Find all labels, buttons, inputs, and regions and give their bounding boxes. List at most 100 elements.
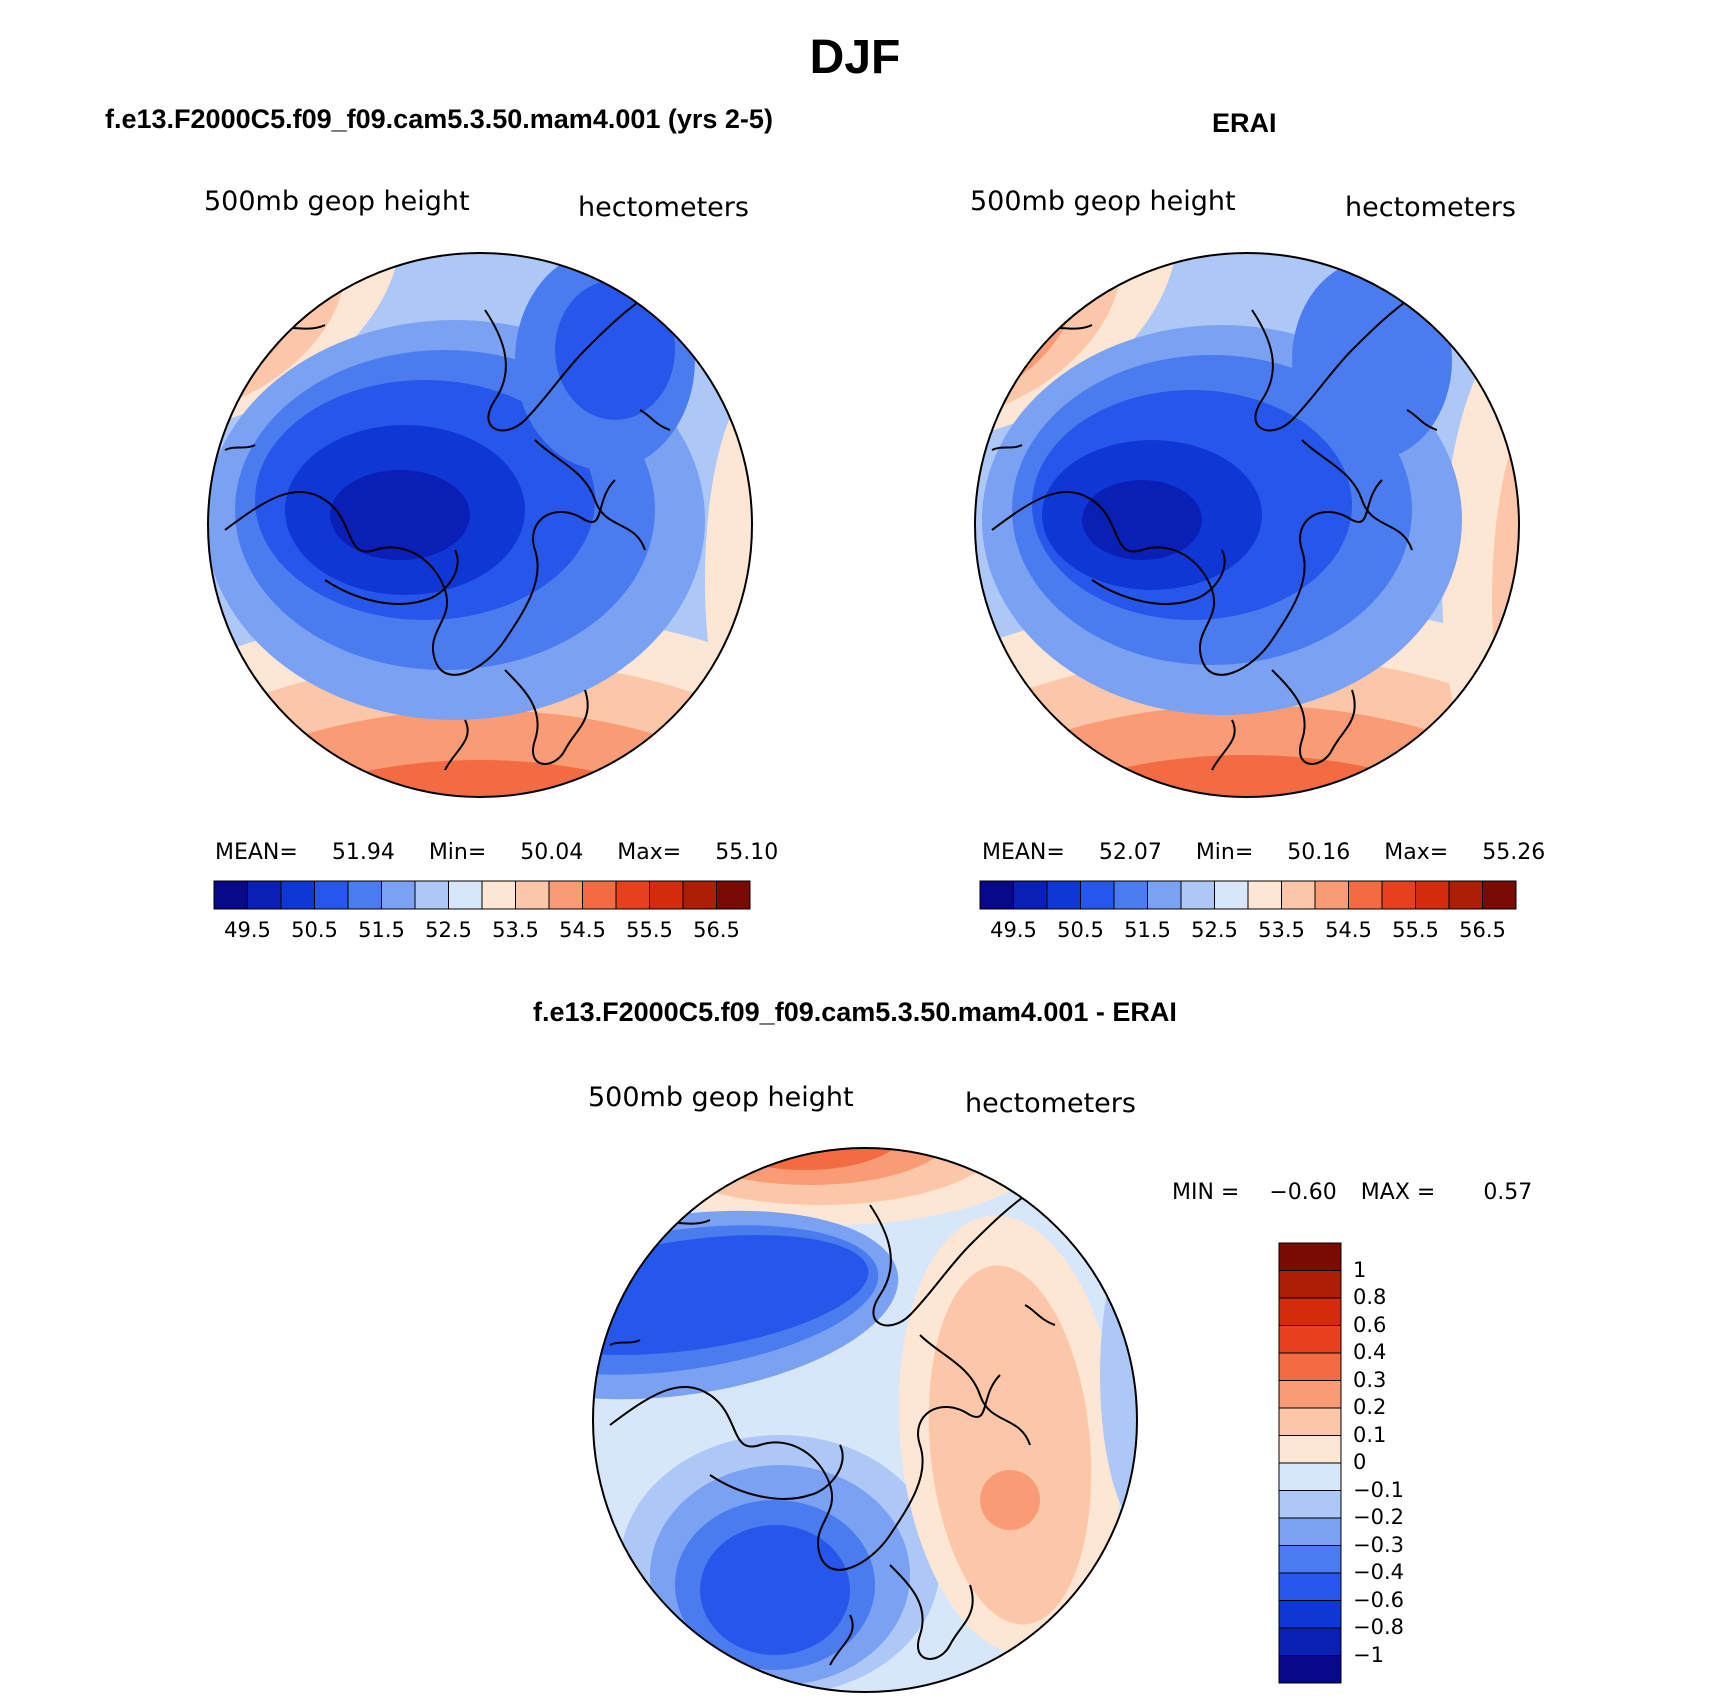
- panel-3-colorbar-tick-label: −1: [1353, 1642, 1384, 1667]
- panel-2-colorbar-swatch: [1482, 880, 1517, 910]
- panel-3-colorbar-tick-label: 0.6: [1353, 1312, 1387, 1337]
- panel-2-colorbar-tick-label: 52.5: [1191, 918, 1238, 942]
- panel-2-colorbar-swatch: [1147, 880, 1182, 910]
- panel-1-colorbar-tick-label: 49.5: [224, 918, 271, 942]
- panel-1-max-value: 55.10: [715, 840, 779, 865]
- panel-3-colorbar-swatch: [1278, 1545, 1342, 1574]
- panel-3-colorbar-swatch: [1278, 1297, 1342, 1326]
- panel-3-colorbar-tick-label: 0.2: [1353, 1395, 1387, 1419]
- panel-1-mean-label: MEAN=: [215, 840, 298, 865]
- panel-1-colorbar-tick-label: 55.5: [626, 918, 673, 942]
- panel-3-colorbar-tick-label: −0.8: [1353, 1615, 1404, 1639]
- panel-2-colorbar-swatch: [1348, 880, 1383, 910]
- panel-1-title: f.e13.F2000C5.f09_f09.cam5.3.50.mam4.001…: [105, 104, 773, 134]
- panel-2-variable-label: 500mb geop height: [970, 186, 1236, 217]
- panel-3-colorbar-swatch: [1278, 1600, 1342, 1629]
- panel-1-variable-label: 500mb geop height: [204, 186, 470, 217]
- panel-3-variable-label: 500mb geop height: [588, 1082, 854, 1113]
- panel-3-colorbar-swatch: [1278, 1380, 1342, 1409]
- panel-1-colorbar-tick-label: 53.5: [492, 918, 539, 942]
- panel-3-colorbar-swatch: [1278, 1325, 1342, 1354]
- panel-1-min-label: Min=: [428, 840, 487, 865]
- panel-1-colorbar-tick-label: 56.5: [693, 918, 740, 942]
- panel-3-colorbar-swatch: [1278, 1490, 1342, 1519]
- panel-3-min-value: −0.60: [1269, 1180, 1337, 1205]
- panel-3-colorbar-tick-label: −0.2: [1353, 1505, 1404, 1529]
- panel-1-colorbar-swatch: [716, 880, 751, 910]
- panel-2-mean-value: 52.07: [1098, 840, 1162, 865]
- panel-3-colorbar-tick-label: 0.4: [1353, 1340, 1387, 1364]
- panel-2-colorbar-tick-label: 51.5: [1124, 918, 1171, 942]
- panel-3-min-label: MIN =: [1172, 1180, 1240, 1205]
- panel-1-mean-value: 51.94: [331, 840, 395, 865]
- panel-2-colorbar-swatch: [1046, 880, 1081, 910]
- panel-2-colorbar-swatch: [1113, 880, 1148, 910]
- panel-2-colorbar-swatch: [1080, 880, 1115, 910]
- panel-1-colorbar-swatch: [414, 880, 449, 910]
- panel-1-colorbar: [213, 880, 751, 910]
- panel-2-colorbar-swatch: [1415, 880, 1450, 910]
- panel-2-colorbar-tick-label: 49.5: [990, 918, 1037, 942]
- panel-3-colorbar-tick-label: 0.1: [1353, 1422, 1387, 1447]
- panel-2-colorbar-swatch: [1314, 880, 1349, 910]
- panel-3-colorbar: [1278, 1242, 1342, 1684]
- panel-2-min-value: 50.16: [1287, 840, 1351, 865]
- panel-1-colorbar-swatch: [213, 880, 248, 910]
- panel-3-colorbar-swatch: [1278, 1655, 1342, 1684]
- panel-1-colorbar-swatch: [615, 880, 650, 910]
- panel-3-colorbar-swatch: [1278, 1462, 1342, 1491]
- panel-3-colorbar-ticks: 1 0.8 0.6 0.4 0.3 0.2 0.1 0 −0.1 −0.2 −0.3 −0.4 −0.6…: [1353, 1243, 1433, 1683]
- panel-3-colorbar-swatch: [1278, 1517, 1342, 1546]
- panel-3-colorbar-tick-label: 0: [1353, 1450, 1367, 1474]
- panel-3-colorbar-tick-label: 0.3: [1353, 1367, 1387, 1392]
- panel-2-colorbar-ticks: 49.5 50.5 51.5 52.5 53.5 54.5 55.5 56.5: [980, 918, 1516, 948]
- panel-2-colorbar-swatch: [979, 880, 1014, 910]
- panel-3-colorbar-swatch: [1278, 1270, 1342, 1299]
- panel-2-max-label: Max=: [1384, 840, 1449, 865]
- panel-2-colorbar-swatch: [1214, 880, 1249, 910]
- panel-1-colorbar-swatch: [649, 880, 684, 910]
- panel-1-colorbar-swatch: [548, 880, 583, 910]
- panel-1-polar-map: [207, 252, 753, 798]
- panel-3-colorbar-tick-label: −0.1: [1353, 1477, 1404, 1502]
- panel-1-colorbar-tick-label: 52.5: [425, 918, 472, 942]
- panel-3-stats: MIN = −0.60 MAX = 0.57: [1172, 1180, 1532, 1205]
- panel-3-colorbar-swatch: [1278, 1627, 1342, 1656]
- panel-1-colorbar-swatch: [314, 880, 349, 910]
- panel-3-polar-map: [592, 1147, 1138, 1693]
- panel-1-colorbar-tick-label: 50.5: [291, 918, 338, 942]
- panel-2-title: ERAI: [1212, 108, 1277, 138]
- panel-1-colorbar-ticks: 49.5 50.5 51.5 52.5 53.5 54.5 55.5 56.5: [214, 918, 750, 948]
- panel-2-mean-label: MEAN=: [982, 840, 1065, 865]
- panel-2-colorbar-swatch: [1180, 880, 1215, 910]
- panel-2-colorbar-tick-label: 55.5: [1392, 918, 1439, 942]
- panel-2-colorbar-swatch: [1448, 880, 1483, 910]
- panel-2-colorbar: [979, 880, 1517, 910]
- panel-1-colorbar-swatch: [381, 880, 416, 910]
- panel-1-colorbar-tick-label: 51.5: [358, 918, 405, 942]
- panel-3-colorbar-swatch: [1278, 1572, 1342, 1601]
- panel-2-polar-map: [974, 252, 1520, 798]
- panel-1-colorbar-swatch: [682, 880, 717, 910]
- panel-3-colorbar-swatch: [1278, 1352, 1342, 1381]
- panel-3-colorbar-swatch: [1278, 1242, 1342, 1271]
- panel-3-colorbar-tick-label: 1: [1353, 1257, 1367, 1282]
- panel-3-colorbar-tick-label: −0.4: [1353, 1560, 1404, 1584]
- panel-3-units-label: hectometers: [965, 1088, 1136, 1119]
- panel-1-stats: MEAN= 51.94 Min= 50.04 Max= 55.10: [215, 840, 778, 865]
- panel-2-stats: MEAN= 52.07 Min= 50.16 Max= 55.26: [982, 840, 1545, 865]
- panel-2-colorbar-tick-label: 54.5: [1325, 918, 1372, 942]
- panel-1-colorbar-swatch: [247, 880, 282, 910]
- panel-1-colorbar-swatch: [481, 880, 516, 910]
- panel-1-colorbar-swatch: [347, 880, 382, 910]
- panel-3-max-label: MAX =: [1360, 1180, 1436, 1205]
- panel-2-units-label: hectometers: [1345, 192, 1516, 223]
- panel-3-colorbar-tick-label: 0.8: [1353, 1285, 1387, 1309]
- panel-2-min-label: Min=: [1195, 840, 1254, 865]
- panel-2-max-value: 55.26: [1482, 840, 1546, 865]
- panel-1-colorbar-swatch: [448, 880, 483, 910]
- panel-1-max-label: Max=: [617, 840, 682, 865]
- panel-1-min-value: 50.04: [520, 840, 584, 865]
- panel-1-colorbar-swatch: [582, 880, 617, 910]
- panel-3-colorbar-swatch: [1278, 1407, 1342, 1436]
